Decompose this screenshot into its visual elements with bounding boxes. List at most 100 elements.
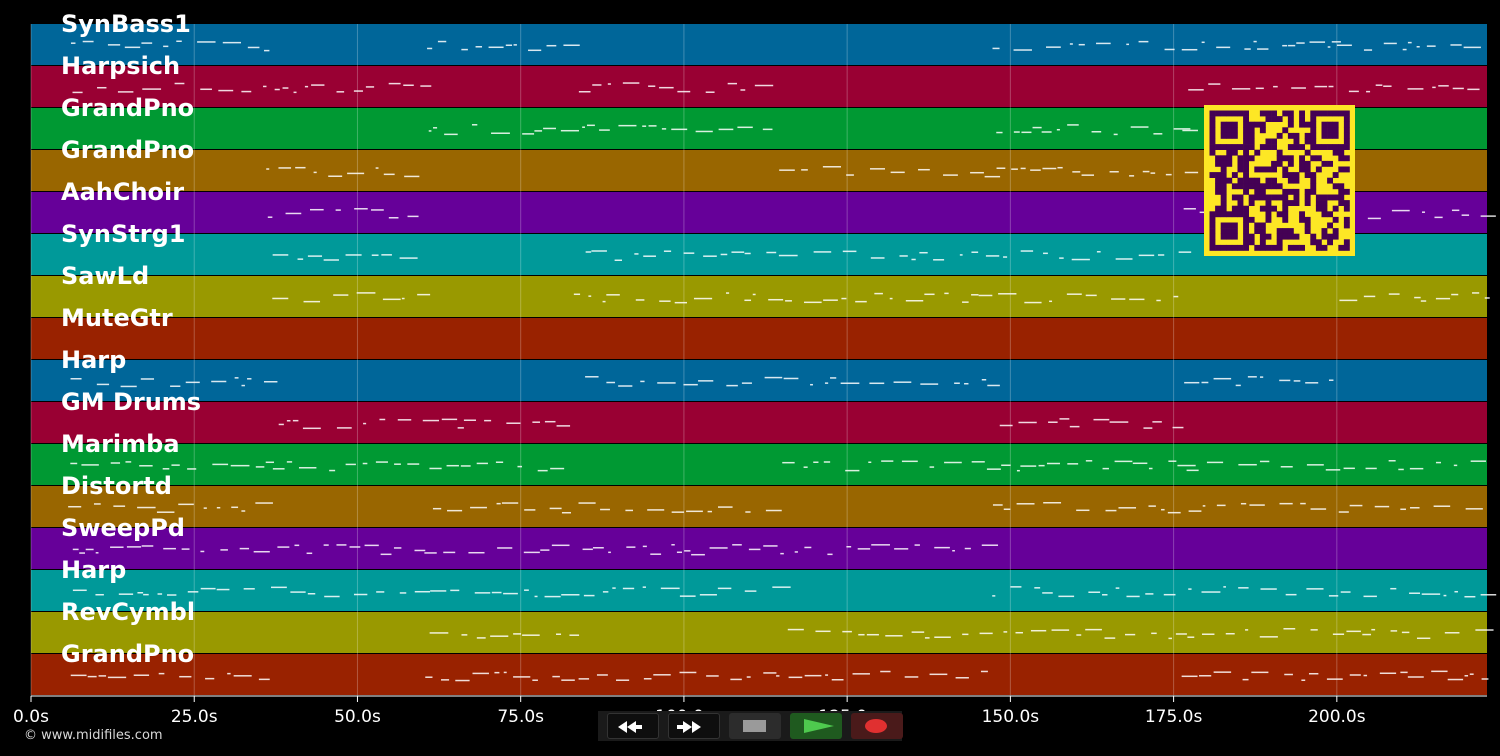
note-block — [174, 82, 185, 85]
note-block — [364, 544, 379, 547]
qr-module — [1282, 216, 1289, 223]
note-block — [1072, 171, 1081, 173]
qr-module — [1254, 194, 1261, 201]
note-block — [1371, 628, 1376, 631]
track-lane[interactable] — [31, 66, 1487, 107]
note-block — [549, 507, 562, 510]
note-block — [1452, 87, 1464, 90]
note-block — [691, 553, 705, 556]
note-block — [718, 128, 734, 131]
time-tick-label: 50.0s — [334, 707, 381, 727]
note-block — [216, 506, 221, 509]
note-block — [1306, 464, 1324, 466]
note-block — [460, 465, 471, 467]
qr-module — [1220, 200, 1227, 206]
note-block — [1279, 502, 1293, 505]
note-block — [298, 467, 317, 469]
note-block — [1444, 632, 1460, 634]
note-block — [1093, 418, 1110, 421]
track-lane[interactable] — [31, 570, 1487, 611]
stop-button[interactable] — [729, 713, 781, 739]
track-lane[interactable] — [31, 486, 1487, 527]
qr-module — [1315, 200, 1322, 206]
note-block — [1249, 504, 1265, 506]
note-block — [1125, 633, 1136, 636]
note-block — [1181, 48, 1198, 51]
note-block — [117, 91, 134, 93]
note-block — [607, 83, 611, 85]
note-block — [944, 461, 962, 464]
note-block — [1238, 587, 1249, 589]
qr-module — [1304, 194, 1311, 201]
note-block — [803, 466, 808, 468]
note-block — [996, 131, 1003, 134]
track-lane[interactable] — [31, 360, 1487, 401]
track-lane[interactable] — [31, 24, 1487, 65]
track-lane[interactable] — [31, 612, 1487, 653]
note-block — [495, 461, 504, 463]
track-lane[interactable] — [31, 444, 1487, 485]
qr-module — [1231, 144, 1238, 150]
qr-module — [1220, 244, 1227, 251]
qr-module — [1231, 244, 1238, 251]
note-block — [600, 508, 610, 511]
note-block — [528, 49, 542, 52]
qr-module — [1299, 155, 1305, 162]
qr-module — [1343, 144, 1350, 150]
track-lane[interactable] — [31, 276, 1487, 317]
note-block — [447, 509, 463, 512]
note-block — [241, 384, 245, 387]
note-block — [72, 548, 79, 551]
rewind-button[interactable] — [607, 713, 659, 739]
note-block — [1251, 671, 1269, 674]
qr-module — [1293, 132, 1300, 139]
qr-module — [1220, 166, 1227, 173]
note-block — [187, 591, 199, 593]
qr-module — [1220, 222, 1227, 229]
note-block — [503, 592, 518, 595]
qr-module — [1248, 200, 1255, 206]
note-block — [858, 633, 865, 636]
note-block — [679, 671, 697, 674]
time-tick-label: 175.0s — [1145, 707, 1203, 727]
note-block — [179, 675, 192, 678]
note-block — [97, 86, 107, 89]
note-block — [397, 419, 412, 421]
play-button[interactable] — [790, 713, 842, 739]
note-block — [901, 460, 918, 463]
note-block — [911, 631, 925, 633]
note-block — [698, 380, 714, 382]
note-block — [1115, 258, 1133, 260]
note-block — [403, 84, 414, 87]
note-block — [1414, 296, 1421, 299]
track-lane[interactable] — [31, 654, 1487, 695]
qr-module — [1282, 233, 1289, 240]
note-block — [353, 90, 363, 92]
qr-module — [1304, 216, 1311, 223]
note-block — [744, 299, 752, 302]
qr-module — [1343, 244, 1350, 251]
fast-forward-button[interactable] — [668, 713, 720, 739]
note-block — [1308, 672, 1319, 675]
track-lane[interactable] — [31, 402, 1487, 443]
note-block — [1085, 460, 1093, 462]
note-block — [200, 587, 216, 590]
track-lane[interactable] — [31, 318, 1487, 359]
note-block — [788, 676, 803, 679]
qr-module — [1226, 244, 1233, 251]
qr-module — [1231, 228, 1238, 234]
note-block — [354, 208, 368, 210]
qr-module — [1338, 144, 1345, 150]
note-block — [472, 672, 489, 675]
note-block — [924, 637, 930, 639]
record-button[interactable] — [851, 713, 903, 739]
note-block — [1178, 251, 1192, 253]
qr-code — [1204, 105, 1355, 256]
qr-module — [1287, 132, 1294, 139]
note-block — [1451, 293, 1459, 296]
note-block — [731, 251, 745, 253]
qr-module — [1276, 244, 1283, 251]
track-lane[interactable] — [31, 528, 1487, 569]
note-block — [1085, 628, 1102, 631]
qr-module — [1271, 166, 1277, 173]
